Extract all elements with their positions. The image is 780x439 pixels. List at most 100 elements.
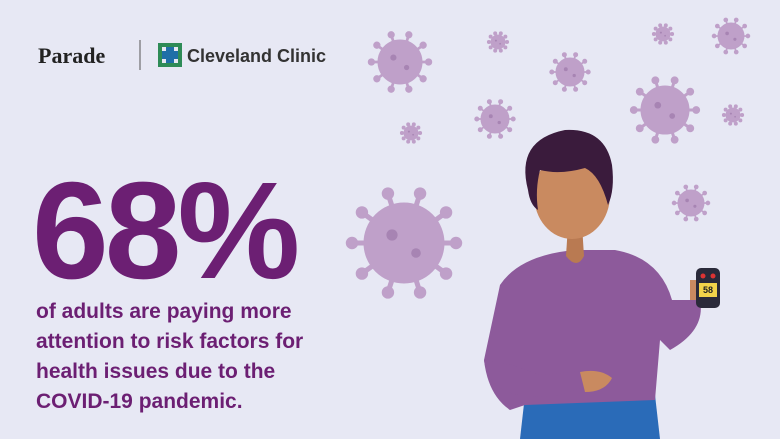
virus-knob — [367, 58, 376, 66]
virus-knob — [411, 139, 416, 144]
virus-knob — [488, 45, 493, 50]
virus-knob — [738, 118, 743, 123]
virus-knob — [714, 23, 720, 29]
virus-knob — [740, 113, 745, 117]
virus-knob — [549, 69, 555, 75]
virus-knob — [416, 125, 421, 130]
virus-knob — [477, 127, 483, 133]
virus-knob — [582, 80, 588, 86]
virus-body — [717, 22, 745, 50]
virus-body — [655, 26, 671, 42]
virus-knob — [373, 41, 381, 49]
virus-spot — [729, 112, 732, 115]
virus — [486, 31, 510, 53]
stat-text: of adults are paying more attention to ri… — [36, 300, 303, 413]
virus-knob — [705, 200, 711, 206]
virus-knob — [449, 236, 463, 250]
virus-knob — [670, 32, 675, 36]
virus-knob — [721, 113, 726, 117]
virus-spot — [733, 37, 737, 41]
virus-knob — [629, 106, 638, 114]
virus-knob — [668, 26, 673, 31]
virus-knob — [635, 124, 644, 133]
virus-knob — [387, 31, 395, 39]
virus-knob — [355, 206, 369, 219]
virus-knob — [552, 58, 558, 64]
virus-knob — [585, 69, 591, 75]
virus-knob — [493, 48, 498, 53]
virus — [549, 52, 591, 92]
virus — [721, 104, 745, 126]
meter-reading: 58 — [703, 285, 713, 295]
virus-spot — [403, 64, 410, 71]
virus-spot — [412, 133, 414, 136]
virus-body — [677, 189, 705, 217]
virus-knob — [653, 37, 658, 42]
virus-knob — [711, 33, 717, 39]
virus-knob — [674, 190, 680, 196]
virus-spot — [390, 54, 397, 61]
virus-knob — [498, 31, 503, 36]
virus-spot — [497, 120, 501, 125]
virus-spot — [725, 31, 729, 36]
virus-knob — [498, 133, 504, 139]
virus-knob — [723, 107, 728, 112]
virus-knob — [745, 33, 751, 39]
virus-spot — [488, 114, 493, 119]
virus-body — [640, 85, 690, 135]
virus-knob — [503, 45, 508, 50]
virus-spot — [654, 101, 662, 109]
virus-knob — [693, 184, 699, 190]
virus-knob — [702, 190, 708, 196]
virus-knob — [670, 135, 679, 144]
virus — [399, 122, 423, 144]
virus-knob — [635, 87, 644, 96]
virus-spot — [669, 113, 676, 119]
virus-knob — [498, 48, 503, 53]
virus-knob — [387, 85, 395, 93]
virus-knob — [507, 127, 513, 133]
virus-knob — [723, 49, 729, 55]
stat-line: COVID-19 pandemic. — [36, 390, 243, 413]
virus-body — [403, 125, 419, 141]
virus-knob — [728, 104, 733, 109]
virus-knob — [686, 124, 695, 133]
virus-knob — [474, 116, 480, 122]
virus-knob — [668, 37, 673, 42]
virus-knob — [477, 105, 483, 111]
virus-knob — [419, 75, 427, 83]
virus-knob — [683, 216, 689, 222]
person-illustration: 58 — [484, 129, 720, 439]
stat-line: health issues due to the — [36, 360, 275, 383]
virus-knob — [658, 23, 663, 28]
virus — [367, 31, 433, 93]
virus-spot — [407, 130, 410, 133]
virus-knob — [381, 187, 395, 200]
virus-knob — [728, 121, 733, 126]
virus-knob — [406, 122, 411, 127]
virus-knob — [658, 40, 663, 45]
virus-spot — [664, 34, 666, 37]
virus-spot — [572, 73, 576, 78]
virus-knob — [493, 31, 498, 36]
virus-body — [725, 107, 741, 123]
virus-knob — [405, 85, 413, 93]
virus-knob — [663, 23, 668, 28]
virus — [474, 99, 516, 139]
virus-spot — [411, 248, 421, 258]
virus-knob — [693, 216, 699, 222]
virus-spot — [494, 39, 497, 42]
virus-knob — [738, 107, 743, 112]
stat-figure: 68% — [32, 154, 297, 308]
virus-knob — [419, 41, 427, 49]
virus-knob — [355, 267, 369, 280]
virus-spot — [563, 67, 568, 72]
virus-knob — [505, 40, 510, 44]
virus — [651, 23, 675, 45]
virus-knob — [573, 86, 579, 92]
virus-knob — [373, 75, 381, 83]
virus-knob — [488, 34, 493, 39]
partner-icon — [158, 43, 182, 67]
